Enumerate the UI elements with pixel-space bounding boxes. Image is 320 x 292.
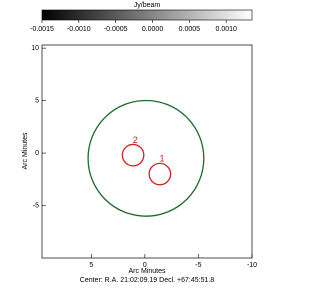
x-tick-label: -10 xyxy=(247,262,257,269)
colorbar-tick-label: 0.0005 xyxy=(179,26,201,33)
colorbar-tick-label: -0.0015 xyxy=(30,26,54,33)
colorbar-label: Jy/beam xyxy=(134,2,161,9)
x-tick-label: 0 xyxy=(143,262,147,269)
y-tick-label: -5 xyxy=(33,202,39,209)
y-tick-label: 0 xyxy=(35,150,39,157)
x-tick-label: -5 xyxy=(195,262,201,269)
map-image xyxy=(42,45,252,258)
region-circle xyxy=(148,162,172,186)
y-tick-label: 5 xyxy=(35,97,39,104)
colorbar-tick-label: 0.0000 xyxy=(142,26,164,33)
x-axis-label: Arc Minutes xyxy=(129,268,166,275)
y-tick-label: 10 xyxy=(31,45,39,52)
y-axis-label: Arc Minutes xyxy=(22,132,29,169)
region-circle xyxy=(87,99,205,217)
chart-title: ECC190 - Short Baselines xyxy=(46,49,175,61)
colorbar-tick-label: 0.0010 xyxy=(215,26,237,33)
region-label: 1 xyxy=(159,154,164,164)
region-circle xyxy=(121,143,145,167)
colorbar-tick-label: -0.0010 xyxy=(67,26,91,33)
colorbar-tick-label: -0.0005 xyxy=(104,26,128,33)
chart: Jy/beam ECC190 - Short Baselines Arc Min… xyxy=(22,2,257,284)
region-label: 2 xyxy=(133,135,138,145)
x-tick-label: 5 xyxy=(89,262,93,269)
plot-frame xyxy=(41,44,253,259)
colorbar xyxy=(41,9,253,21)
footer: Center: R.A. 21:02:09.19 Decl. +67:45:51… xyxy=(80,277,215,284)
